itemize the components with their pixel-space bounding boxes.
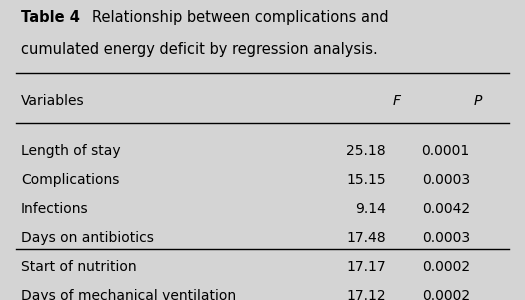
Text: Variables: Variables bbox=[21, 94, 85, 108]
Text: 0.0042: 0.0042 bbox=[422, 202, 470, 216]
Text: Days on antibiotics: Days on antibiotics bbox=[21, 231, 154, 245]
Text: 0.0002: 0.0002 bbox=[422, 289, 470, 300]
Text: 0.0003: 0.0003 bbox=[422, 231, 470, 245]
Text: 0.0002: 0.0002 bbox=[422, 260, 470, 274]
Text: 9.14: 9.14 bbox=[355, 202, 386, 216]
Text: 25.18: 25.18 bbox=[346, 144, 386, 158]
Text: Relationship between complications and: Relationship between complications and bbox=[92, 10, 388, 25]
Text: Infections: Infections bbox=[21, 202, 89, 216]
Text: F: F bbox=[392, 94, 401, 108]
Text: 15.15: 15.15 bbox=[346, 173, 386, 187]
Text: Start of nutrition: Start of nutrition bbox=[21, 260, 136, 274]
Text: cumulated energy deficit by regression analysis.: cumulated energy deficit by regression a… bbox=[21, 42, 378, 57]
Text: 17.48: 17.48 bbox=[346, 231, 386, 245]
Text: 0.0001: 0.0001 bbox=[422, 144, 470, 158]
Text: 0.0003: 0.0003 bbox=[422, 173, 470, 187]
Text: Days of mechanical ventilation: Days of mechanical ventilation bbox=[21, 289, 236, 300]
Text: 17.17: 17.17 bbox=[346, 260, 386, 274]
Text: Table 4: Table 4 bbox=[21, 10, 80, 25]
Text: 17.12: 17.12 bbox=[346, 289, 386, 300]
Text: P: P bbox=[474, 94, 482, 108]
Text: Complications: Complications bbox=[21, 173, 119, 187]
Text: Length of stay: Length of stay bbox=[21, 144, 121, 158]
